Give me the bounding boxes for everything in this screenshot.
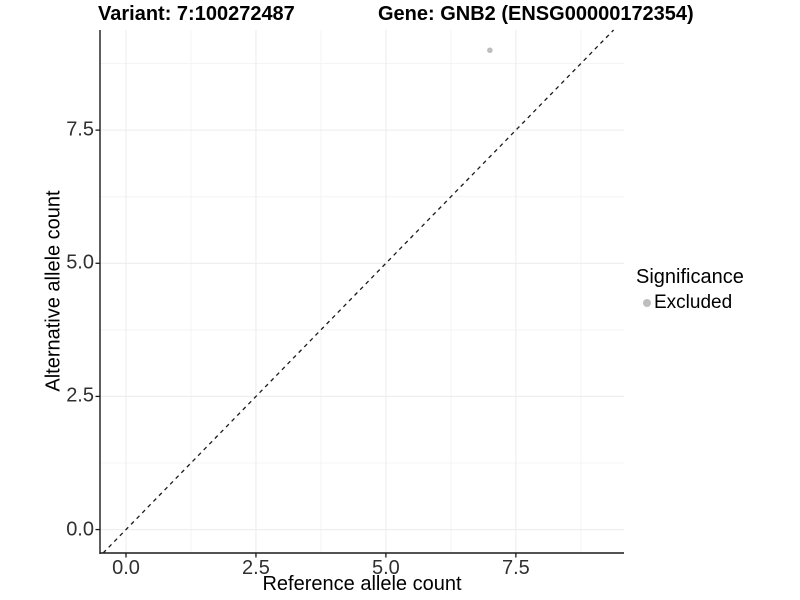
data-point <box>487 47 493 54</box>
y-tick-label: 5.0 <box>66 251 94 274</box>
y-tick-label: 2.5 <box>66 384 94 407</box>
y-tick-label: 7.5 <box>66 118 94 141</box>
x-axis-title: Reference allele count <box>262 573 462 595</box>
legend-item-excluded: Excluded <box>636 292 744 314</box>
legend-item-label: Excluded <box>654 292 733 313</box>
plot-title-variant: Variant: 7:100272487 <box>98 3 295 25</box>
legend: Significance Excluded <box>636 266 744 314</box>
plot-title-gene: Gene: GNB2 (ENSG00000172354) <box>378 3 694 25</box>
x-tick-label: 5.0 <box>372 557 400 579</box>
x-tick-label: 2.5 <box>242 557 270 579</box>
y-tick-label: 0.0 <box>66 518 94 541</box>
y-axis-title: Alternative allele count <box>42 190 65 392</box>
x-tick-label: 7.5 <box>501 557 530 579</box>
x-tick-label: 0.0 <box>112 557 140 579</box>
legend-point-icon <box>643 299 651 307</box>
legend-title: Significance <box>636 266 744 288</box>
identity-line <box>102 29 615 554</box>
